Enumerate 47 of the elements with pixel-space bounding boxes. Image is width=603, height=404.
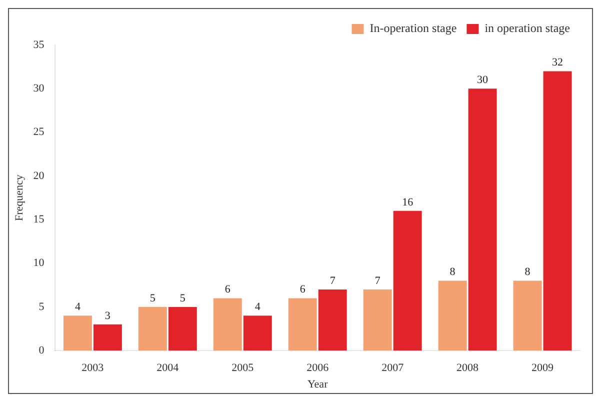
y-tick-label: 25 xyxy=(33,126,45,138)
data-label: 6 xyxy=(300,284,306,296)
data-label: 8 xyxy=(450,266,456,278)
data-label: 7 xyxy=(330,274,336,287)
bar xyxy=(168,306,197,351)
y-tick-label: 10 xyxy=(33,257,45,270)
x-axis-title: Year xyxy=(307,378,328,390)
bar xyxy=(288,298,317,351)
bar xyxy=(543,71,572,351)
bar xyxy=(63,316,92,351)
data-label: 30 xyxy=(477,74,489,86)
bar xyxy=(138,306,167,351)
data-label: 32 xyxy=(552,56,564,69)
legend-label: In-operation stage xyxy=(370,21,457,36)
data-label: 7 xyxy=(374,274,381,287)
bar xyxy=(438,280,467,351)
data-label: 4 xyxy=(254,301,261,314)
data-label: 16 xyxy=(402,196,414,208)
data-label: 4 xyxy=(74,301,81,314)
y-tick-label: 5 xyxy=(38,300,45,313)
bar xyxy=(213,298,242,351)
bar xyxy=(468,88,497,351)
bar xyxy=(363,289,392,351)
data-label: 6 xyxy=(224,284,231,296)
x-tick-label: 2003 xyxy=(82,362,104,374)
x-tick-label: 2006 xyxy=(306,362,330,374)
data-label: 5 xyxy=(150,292,156,304)
y-tick-label: 20 xyxy=(33,170,45,182)
x-tick-label: 2008 xyxy=(456,362,480,374)
y-tick-label: 30 xyxy=(33,82,45,95)
y-tick-label: 0 xyxy=(38,344,45,356)
legend-label: in operation stage xyxy=(484,21,570,36)
data-label: 3 xyxy=(104,310,111,322)
x-tick-label: 2004 xyxy=(156,362,180,374)
bar xyxy=(243,316,272,351)
data-label: 8 xyxy=(524,266,531,278)
bar xyxy=(93,324,122,351)
y-axis-title: Frequency xyxy=(13,174,26,222)
bar xyxy=(393,210,422,351)
bar xyxy=(513,280,542,351)
x-tick-label: 2009 xyxy=(532,362,554,374)
data-label: 5 xyxy=(180,292,186,304)
x-tick-label: 2005 xyxy=(232,362,254,374)
bar xyxy=(318,289,347,351)
y-tick-label: 35 xyxy=(33,38,45,51)
y-tick-label: 15 xyxy=(33,214,45,226)
x-tick-label: 2007 xyxy=(382,362,404,374)
